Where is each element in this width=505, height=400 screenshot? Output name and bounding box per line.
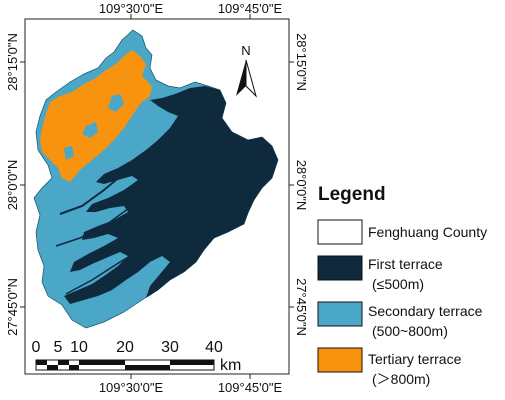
scale-tick-label: 0: [32, 339, 41, 356]
north-label: N: [241, 43, 250, 58]
legend-swatch-fenghuang-county: [317, 219, 363, 245]
scale-tick-label: 10: [70, 339, 88, 356]
legend-swatch-secondary-terrace: [317, 301, 363, 327]
scale-tick-label: 40: [205, 339, 223, 356]
lon-label-top-left: 109°30'0"E: [99, 1, 164, 16]
lon-label-bottom-right: 109°45'0"E: [218, 380, 283, 395]
scale-segment: [47, 365, 58, 370]
lon-label-bottom-left: 109°30'0"E: [99, 380, 164, 395]
lat-label-left-mid: 28°0'0"N: [5, 160, 20, 211]
legend-swatch-first-terrace: [317, 255, 363, 281]
secondary-terrace-island: [108, 94, 124, 112]
lat-label-right-bottom: 27°45'0"N: [294, 278, 309, 336]
legend: Legend Fenghuang County First terrace (≤…: [317, 184, 487, 387]
lon-label-top-right: 109°45'0"E: [218, 1, 283, 16]
scale-segment: [69, 365, 79, 370]
first-terrace-valley-2: [55, 199, 141, 247]
legend-label-first-terrace: First terrace: [368, 256, 443, 272]
legend-swatch-tertiary-terrace: [317, 347, 363, 373]
scale-tick-label: 5: [54, 339, 63, 356]
legend-sublabel-tertiary-terrace: (＞800m): [372, 371, 430, 387]
legend-label-secondary-terrace: Secondary terrace: [368, 303, 483, 319]
north-arrow-icon: N: [236, 43, 257, 98]
graticule-ticks: [20, 14, 294, 379]
legend-sublabel-secondary-terrace: (500~800m): [372, 323, 448, 339]
legend-sublabel-first-terrace: (≤500m): [372, 276, 424, 292]
scale-tick-label: 20: [116, 339, 134, 356]
secondary-terrace-island: [82, 122, 98, 138]
lat-label-left-top: 28°15'0"N: [5, 33, 20, 91]
scale-segment: [125, 365, 170, 370]
secondary-terrace-island: [64, 146, 74, 160]
scale-segment: [36, 360, 47, 365]
scale-unit: km: [220, 357, 241, 374]
legend-label-tertiary-terrace: Tertiary terrace: [368, 351, 462, 367]
lat-label-right-top: 28°15'0"N: [294, 33, 309, 91]
first-terrace-valley-3: [65, 243, 151, 295]
scale-segment: [79, 360, 125, 365]
lat-label-right-mid: 28°0'0"N: [294, 160, 309, 211]
lat-label-left-bottom: 27°45'0"N: [5, 278, 20, 336]
scale-bar-ticks: 0 5 10 20 30 40: [32, 339, 223, 356]
legend-title: Legend: [318, 184, 386, 205]
scale-bar: 0 5 10 20 30 40 km: [32, 339, 242, 374]
scale-segment: [58, 360, 69, 365]
scale-segment: [170, 360, 214, 365]
first-terrace-region: [64, 86, 278, 304]
scale-tick-label: 30: [161, 339, 179, 356]
legend-label-fenghuang-county: Fenghuang County: [368, 224, 487, 240]
first-terrace-valley-1: [59, 149, 151, 215]
